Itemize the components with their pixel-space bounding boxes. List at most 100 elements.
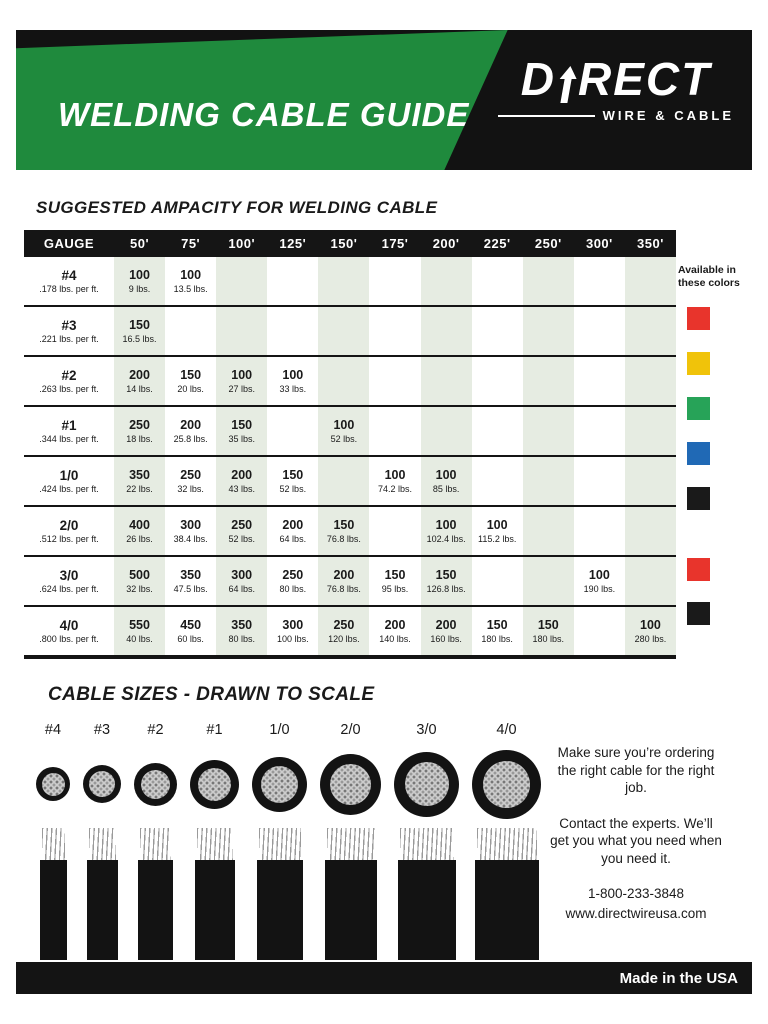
brand-name: D RECT	[498, 56, 734, 103]
amps-value: 100	[384, 468, 406, 483]
amps-value: 250	[231, 518, 253, 533]
cable-item: 2/0	[320, 722, 381, 960]
ampacity-cell	[522, 457, 574, 505]
distance-column-header: 175'	[381, 236, 409, 251]
weight-value: 33 lbs.	[279, 383, 307, 394]
ampacity-cell: 350 80 lbs.	[216, 607, 268, 655]
ampacity-cell	[522, 307, 574, 355]
ampacity-cell	[472, 357, 523, 405]
amps-value: 100	[486, 518, 508, 533]
ampacity-cell	[369, 257, 420, 305]
gauge-cell: 3/0.624 lbs. per ft.	[24, 557, 114, 605]
cable-outer-jacket	[252, 756, 307, 812]
ampacity-cell: 100 74.2 lbs.	[369, 457, 420, 505]
cable-side-view	[39, 860, 67, 960]
color-swatch	[687, 602, 710, 625]
cable-strands	[41, 828, 65, 860]
gauge-cell: 2/0.512 lbs. per ft.	[24, 507, 114, 555]
gauge-column-header: GAUGE	[43, 236, 95, 251]
amps-value: 250	[129, 418, 150, 433]
cable-cross-section	[394, 744, 459, 824]
color-swatch	[687, 487, 710, 510]
amps-value: 100	[129, 268, 150, 283]
table-row: #2.263 lbs. per ft. 200 14 lbs. 150 20 lbs. 1…	[24, 357, 676, 407]
amps-value: 550	[129, 618, 150, 633]
cable-strands	[258, 828, 301, 860]
color-swatch	[687, 397, 710, 420]
ampacity-cell: 100 190 lbs.	[574, 557, 625, 605]
ampacity-cell: 200 160 lbs.	[420, 607, 472, 655]
ampacity-cell	[216, 307, 268, 355]
cable-strand-core	[483, 760, 530, 808]
color-swatch	[687, 352, 710, 375]
amps-value: 150	[537, 618, 559, 633]
ampacity-cell	[624, 407, 676, 455]
cable-side-view	[256, 860, 303, 960]
weight-value: 280 lbs.	[634, 633, 667, 644]
ampacity-cell	[267, 307, 318, 355]
ampacity-cell	[574, 607, 625, 655]
weight-value: 76.8 lbs.	[326, 583, 361, 594]
gauge-weight: .263 lbs. per ft.	[39, 384, 99, 395]
color-swatch	[687, 558, 710, 581]
distance-column-header: 350'	[637, 236, 664, 251]
ampacity-cell	[267, 407, 318, 455]
gauge-cell: #3.221 lbs. per ft.	[24, 307, 114, 355]
cable-strand-core	[89, 771, 115, 797]
amps-value: 250	[282, 568, 304, 583]
ampacity-cell: 200 25.8 lbs.	[165, 407, 216, 455]
ampacity-cell	[522, 557, 574, 605]
ampacity-cell: 100 115.2 lbs.	[472, 507, 523, 555]
weight-value: 18 lbs.	[126, 433, 153, 444]
banner-green-shape: WELDING CABLE GUIDE	[16, 30, 508, 170]
cable-cross-section	[252, 744, 307, 824]
weight-value: 20 lbs.	[177, 383, 204, 394]
weight-value: 27 lbs.	[228, 383, 255, 394]
amps-value: 250	[333, 618, 355, 633]
gauge-weight: .624 lbs. per ft.	[39, 584, 99, 595]
amps-value: 150	[129, 318, 150, 333]
ampacity-cell	[574, 507, 625, 555]
cable-cross-section	[320, 744, 381, 824]
cable-cross-section	[36, 744, 70, 824]
ampacity-cell	[574, 307, 625, 355]
amps-value: 300	[282, 618, 304, 633]
cable-cross-section	[190, 744, 239, 824]
weight-value: 64 lbs.	[228, 583, 255, 594]
cable-strand-core	[141, 769, 170, 799]
ampacity-cell: 200 140 lbs.	[369, 607, 420, 655]
ampacity-cell: 150 52 lbs.	[267, 457, 318, 505]
weight-value: 180 lbs.	[532, 633, 565, 644]
amps-value: 150	[180, 368, 202, 383]
weight-value: 64 lbs.	[279, 533, 307, 544]
gauge-cell: #2.263 lbs. per ft.	[24, 357, 114, 405]
amps-value: 200	[231, 468, 253, 483]
ampacity-cell	[472, 407, 523, 455]
weight-value: 32 lbs.	[177, 483, 204, 494]
ampacity-cell: 150 35 lbs.	[216, 407, 268, 455]
gauge-cell: 4/0.800 lbs. per ft.	[24, 607, 114, 655]
ampacity-cell: 200 43 lbs.	[216, 457, 268, 505]
cable-outer-jacket	[472, 749, 541, 819]
gauge-weight: .424 lbs. per ft.	[39, 484, 99, 495]
weight-value: 40 lbs.	[126, 633, 153, 644]
weight-value: 38.4 lbs.	[173, 533, 208, 544]
ampacity-cell	[369, 407, 420, 455]
weight-value: 80 lbs.	[279, 583, 307, 594]
weight-value: 26 lbs.	[126, 533, 153, 544]
amps-value: 100	[282, 368, 304, 383]
cable-strands	[399, 828, 454, 860]
cable-outer-jacket	[36, 767, 70, 801]
cable-item: 4/0	[472, 722, 541, 960]
cable-size-label: 3/0	[416, 722, 437, 738]
ampacity-cell: 150 76.8 lbs.	[318, 507, 370, 555]
website-link[interactable]: www.directwireusa.com	[565, 905, 707, 921]
ampacity-cell: 100 9 lbs.	[114, 257, 166, 305]
ampacity-cell: 300 38.4 lbs.	[165, 507, 216, 555]
table-row: #1.344 lbs. per ft. 250 18 lbs. 200 25.8 lbs…	[24, 407, 676, 457]
amps-value: 300	[231, 568, 253, 583]
cable-item: #4	[36, 722, 70, 960]
ampacity-cell: 300 100 lbs.	[267, 607, 318, 655]
ampacity-cell: 150 95 lbs.	[369, 557, 420, 605]
ampacity-cell	[522, 407, 574, 455]
